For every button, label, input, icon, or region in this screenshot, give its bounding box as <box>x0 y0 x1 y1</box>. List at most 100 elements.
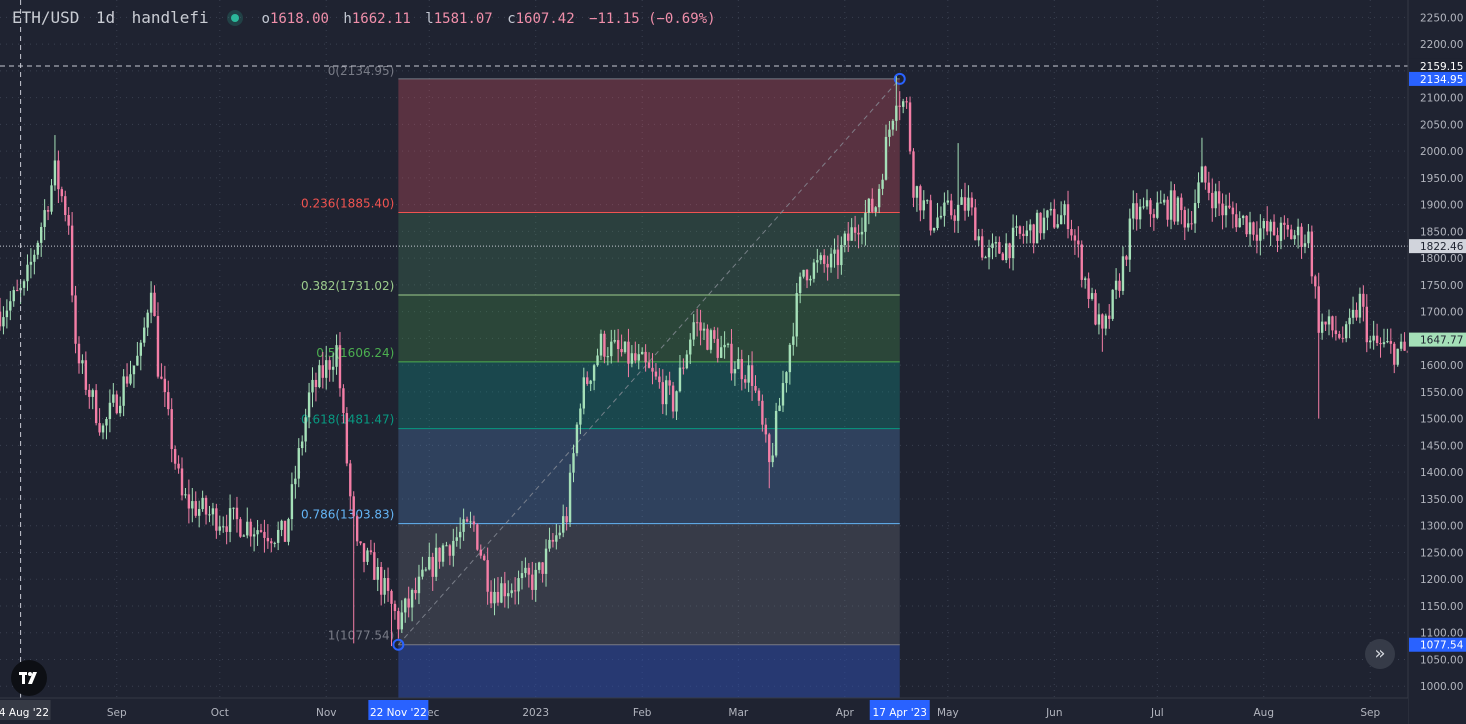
candle-body <box>12 290 15 302</box>
candle <box>1005 233 1008 264</box>
candle-body <box>857 232 860 235</box>
candle-body <box>160 376 163 379</box>
candle <box>860 217 864 245</box>
high-value: 1662.11 <box>351 11 411 27</box>
candle-body <box>383 578 386 595</box>
candle-body <box>125 376 129 384</box>
candle-body <box>1224 205 1228 216</box>
candle <box>586 371 589 386</box>
candle-body <box>592 365 596 381</box>
candle <box>410 588 414 622</box>
candle <box>204 495 208 525</box>
candle <box>0 297 2 331</box>
candle <box>713 326 716 343</box>
price-line-label: 1822.46 <box>1409 239 1466 254</box>
candle <box>1372 320 1375 350</box>
candle-body <box>582 377 586 409</box>
candle-body <box>1324 321 1327 325</box>
candle-body <box>1382 342 1386 345</box>
candle-body <box>222 526 225 528</box>
candle-body <box>932 228 936 231</box>
candle <box>507 580 510 609</box>
candle <box>53 135 57 191</box>
y-tick-label: 1800.00 <box>1420 253 1463 265</box>
candle <box>307 382 311 429</box>
candle <box>544 539 548 587</box>
candle <box>768 432 771 489</box>
tradingview-logo-icon[interactable] <box>11 660 47 696</box>
candle-body <box>362 543 366 562</box>
candle <box>1272 214 1276 236</box>
candle <box>513 577 517 605</box>
candle-body <box>987 248 991 258</box>
candle-body <box>675 391 678 412</box>
fib-zone <box>398 295 900 362</box>
candle-body <box>149 292 153 313</box>
candle-body <box>1365 306 1368 343</box>
candle <box>50 179 53 215</box>
candle <box>232 507 235 520</box>
candle-body <box>548 539 551 549</box>
author-label: handlefi <box>131 8 209 27</box>
candle <box>781 370 785 413</box>
candle-body <box>895 105 898 121</box>
candle-body <box>541 562 544 574</box>
candle <box>551 533 555 548</box>
candle <box>263 519 266 553</box>
candle-body <box>266 537 270 542</box>
candle-body <box>1138 206 1142 220</box>
crosshair-price-label-text: 2159.15 <box>1420 61 1463 73</box>
candle-body <box>884 136 888 180</box>
fib-level-label: 1(1077.54) <box>328 629 395 643</box>
candle <box>1296 218 1300 249</box>
candle <box>256 520 259 546</box>
candle <box>998 236 1001 254</box>
candle-body <box>1015 226 1018 228</box>
candle-body <box>376 566 379 580</box>
candle-body <box>1307 231 1310 244</box>
candle-body <box>77 343 81 364</box>
candle-body <box>328 360 331 370</box>
candle <box>1389 328 1393 354</box>
candle-body <box>112 394 115 403</box>
candle <box>12 286 15 307</box>
candle-body <box>191 501 194 509</box>
candle <box>980 228 984 261</box>
candle <box>1290 224 1293 240</box>
candle <box>1046 209 1049 231</box>
candle-body <box>740 359 743 380</box>
candle <box>283 520 287 542</box>
candle-body <box>974 207 977 241</box>
candle-body <box>1083 278 1087 280</box>
candle-body <box>874 207 877 212</box>
candle-body <box>1142 206 1145 208</box>
candle-body <box>1283 222 1286 225</box>
candle-body <box>287 519 290 542</box>
candle-body <box>1358 293 1362 318</box>
candle-body <box>1193 203 1197 224</box>
candle-body <box>177 463 180 469</box>
candle <box>1207 171 1211 201</box>
candle-body <box>620 349 623 353</box>
candle-body <box>180 468 184 496</box>
candle <box>956 143 960 233</box>
fib-level-label: 0.786(1303.83) <box>301 508 394 522</box>
scroll-to-realtime-button[interactable]: » <box>1365 639 1395 669</box>
candle-body <box>898 105 901 107</box>
candle-body <box>1108 315 1111 319</box>
candle <box>857 224 860 249</box>
candle <box>163 365 167 407</box>
candle <box>620 334 623 357</box>
candle-body <box>1029 224 1032 231</box>
candle-body <box>1266 221 1269 232</box>
candle <box>22 279 26 296</box>
candle <box>764 417 768 443</box>
candle-body <box>1327 316 1331 325</box>
candle <box>362 542 366 573</box>
candle-body <box>1101 314 1104 329</box>
candle-body <box>1169 190 1173 220</box>
y-tick-label: 1000.00 <box>1420 681 1463 693</box>
candle-body <box>805 269 809 281</box>
